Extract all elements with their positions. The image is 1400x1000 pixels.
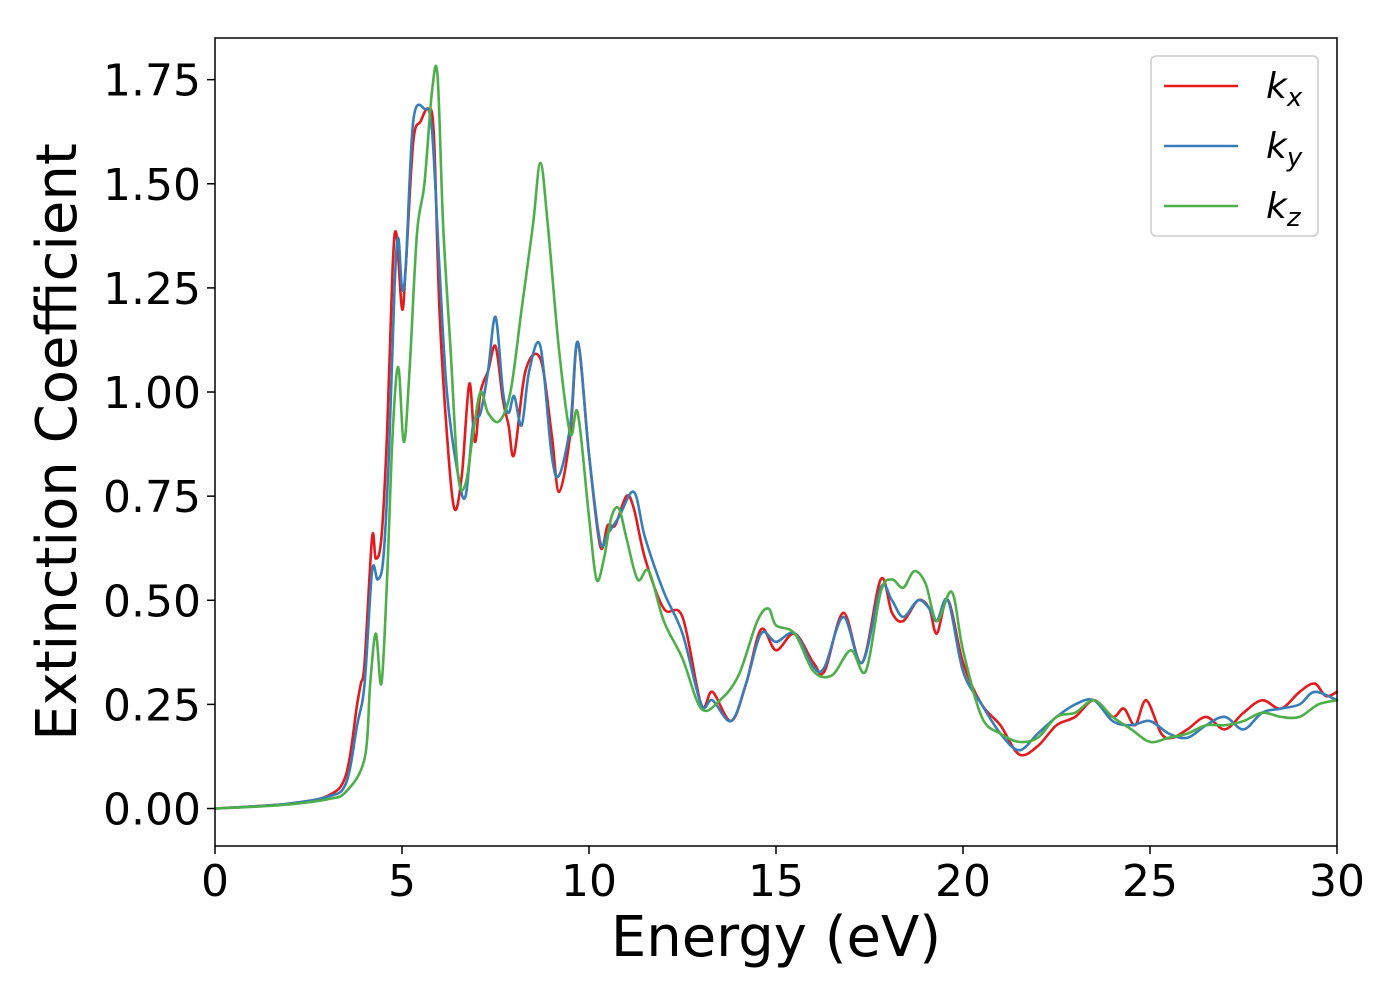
- y-axis: 0.00 0.25 0.50 0.75 1.00 1.25 1.50 1.75: [103, 56, 215, 836]
- y-axis-title: Extinction Coefficient: [25, 143, 90, 741]
- x-tick-label: 0: [201, 856, 229, 907]
- y-tick-label: 0.75: [103, 472, 201, 523]
- y-tick-label: 1.00: [103, 368, 201, 419]
- x-tick-label: 5: [388, 856, 416, 907]
- x-tick-label: 20: [935, 856, 991, 907]
- y-tick-label: 0.25: [103, 680, 201, 731]
- x-tick-label: 30: [1309, 856, 1365, 907]
- y-tick-label: 0.00: [103, 785, 201, 836]
- x-axis-title: Energy (eV): [611, 905, 941, 970]
- x-tick-label: 15: [748, 856, 804, 907]
- y-tick-label: 1.50: [103, 160, 201, 211]
- y-tick-label: 1.25: [103, 264, 201, 315]
- series-line-k-z: [213, 64, 1339, 810]
- series-line-k-y: [213, 103, 1339, 810]
- x-axis: 0 5 10 15 20 25 30: [201, 846, 1365, 907]
- y-tick-label: 0.50: [103, 576, 201, 627]
- y-tick-label: 1.75: [103, 56, 201, 107]
- x-tick-label: 10: [561, 856, 617, 907]
- x-tick-label: 25: [1122, 856, 1178, 907]
- series-layer: [213, 64, 1339, 810]
